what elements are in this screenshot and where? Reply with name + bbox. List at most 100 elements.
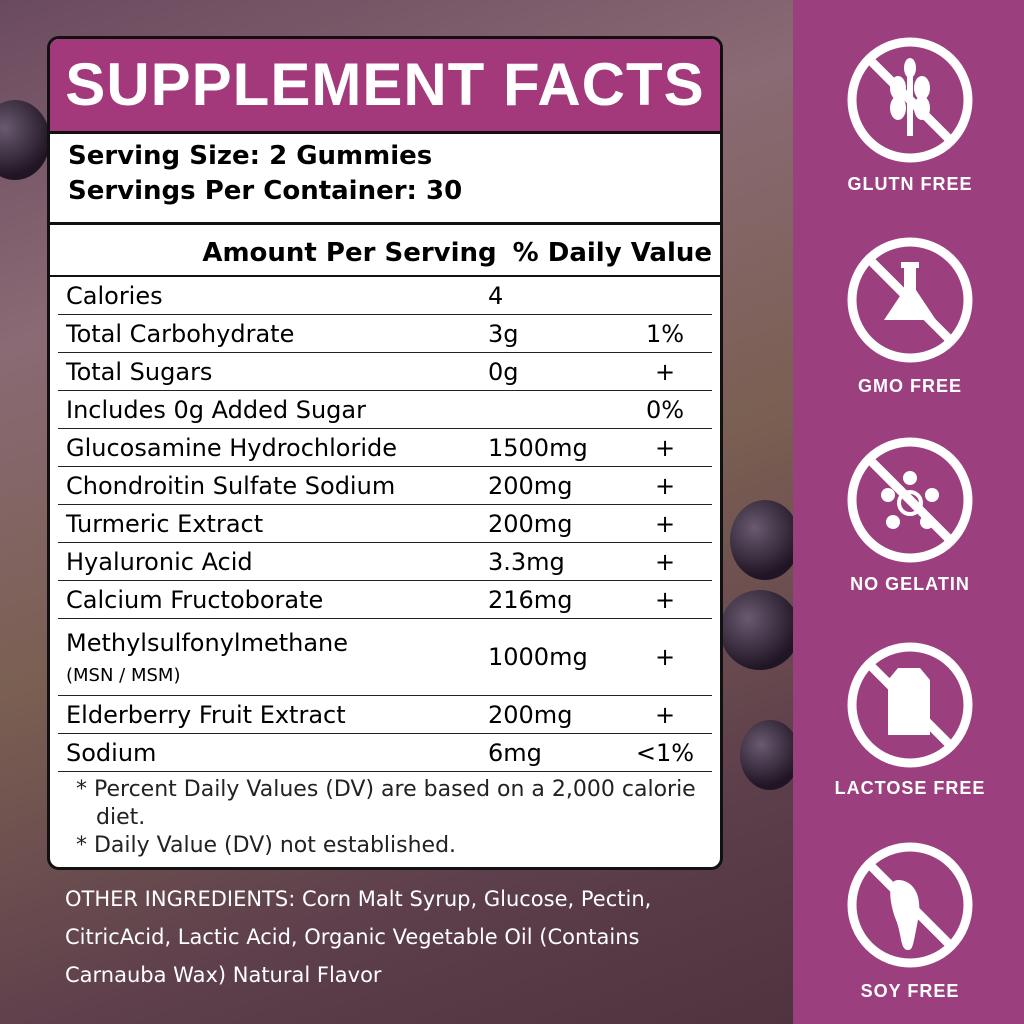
dv-cell: + xyxy=(618,510,712,538)
nutrient-name: Turmeric Extract xyxy=(66,509,264,538)
amount-cell: 6mg xyxy=(488,739,618,767)
amount: 216mg xyxy=(488,585,573,614)
nutrient-name: Calcium Fructoborate xyxy=(66,585,324,614)
supplement-label: SUPPLEMENT FACTS Serving Size: 2 Gummies… xyxy=(47,36,723,870)
serving-size: Serving Size: 2 Gummies xyxy=(68,141,433,171)
nutrient-name-cell: Methylsulfonylmethane (MSN / MSM) xyxy=(58,629,488,686)
nutrient-row: Total Sugars 0g + xyxy=(58,353,712,391)
nutrient-name: Chondroitin Sulfate Sodium xyxy=(66,471,396,500)
dv-cell: + xyxy=(618,358,712,386)
nutrient-row: Glucosamine Hydrochloride 1500mg + xyxy=(58,429,712,467)
nutrient-name-cell: Hyaluronic Acid xyxy=(58,548,488,576)
dv-cell: + xyxy=(618,434,712,462)
nutrient-row: Calcium Fructoborate 216mg + xyxy=(58,581,712,619)
amount: 1000mg xyxy=(488,643,588,671)
amount-cell: 4 xyxy=(488,282,618,310)
daily-value: + xyxy=(654,509,676,538)
nutrient-row: Includes 0g Added Sugar 0% xyxy=(58,391,712,429)
badges: GLUTN FREE GMO FREE NO GELATIN LACTOSE FREE… xyxy=(835,37,986,1001)
amount: 200mg xyxy=(488,471,573,500)
amount-cell: 1500mg xyxy=(488,434,618,462)
amount-cell: 200mg xyxy=(488,472,618,500)
nutrient-row: Hyaluronic Acid 3.3mg + xyxy=(58,543,712,581)
daily-value: + xyxy=(654,433,676,462)
amount-cell: 200mg xyxy=(488,510,618,538)
dv-cell: 0% xyxy=(618,396,712,424)
nutrient-name-cell: Turmeric Extract xyxy=(58,510,488,538)
footnotes: * Percent Daily Values (DV) are based on… xyxy=(50,772,720,860)
other-ingredients: OTHER INGREDIENTS: Corn Malt Syrup, Gluc… xyxy=(65,887,652,987)
berry xyxy=(730,500,800,580)
amount-cell: 216mg xyxy=(488,586,618,614)
nutrient-name-cell: Elderberry Fruit Extract xyxy=(58,701,488,729)
badge-panel: GLUTN FREE GMO FREE NO GELATIN LACTOSE FREE… xyxy=(793,0,1024,1024)
amount-cell: 3g xyxy=(488,320,618,348)
nutrient-name: Total Sugars xyxy=(66,357,213,386)
daily-value: 1% xyxy=(645,319,685,348)
nutrient-row: Chondroitin Sulfate Sodium 200mg + xyxy=(58,467,712,505)
header-dv: % Daily Value xyxy=(512,238,712,268)
amount: 6mg xyxy=(488,738,542,767)
daily-value: <1% xyxy=(635,738,695,767)
nutrient-name: Elderberry Fruit Extract xyxy=(66,700,346,729)
badge-labels: GLUTN FREE GMO FREE NO GELATIN LACTOSE FREE… xyxy=(835,174,986,1001)
dv-cell: + xyxy=(618,548,712,576)
footnote: * Daily Value (DV) not established. xyxy=(76,833,457,858)
nutrient-name-cell: Calcium Fructoborate xyxy=(58,586,488,614)
nutrient-name: Calories xyxy=(66,281,163,310)
nutrient-name: Methylsulfonylmethane xyxy=(66,628,349,657)
daily-value: + xyxy=(654,471,676,500)
amount-cell: 0g xyxy=(488,358,618,386)
nutrient-row: Elderberry Fruit Extract 200mg + xyxy=(58,696,712,734)
nutrient-name-cell: Calories xyxy=(58,282,488,310)
table-header: Amount Per Serving % Daily Value xyxy=(50,225,720,277)
label-title: SUPPLEMENT FACTS xyxy=(50,39,720,134)
berry xyxy=(720,590,800,670)
amount-cell: 1000mg xyxy=(488,643,618,671)
nutrient-name: Sodium xyxy=(66,738,157,767)
serving-info: Serving Size: 2 Gummies Servings Per Con… xyxy=(50,134,720,225)
nutrient-table: Calories 4 Total Carbohydrate 3g 1% Total Sug… xyxy=(58,277,712,772)
nutrient-name-cell: Chondroitin Sulfate Sodium xyxy=(58,472,488,500)
servings-per-container: Servings Per Container: 30 xyxy=(68,176,463,206)
dv-cell: + xyxy=(618,701,712,729)
badge-label: GLUTN FREE xyxy=(848,174,973,194)
dv-cell: 1% xyxy=(618,320,712,348)
amount: 1500mg xyxy=(488,433,588,462)
dv-cell: + xyxy=(618,472,712,500)
nutrient-name: Glucosamine Hydrochloride xyxy=(66,433,398,462)
badge-label: NO GELATIN xyxy=(850,574,970,594)
header-amount: Amount Per Serving xyxy=(202,238,497,268)
badge-label: LACTOSE FREE xyxy=(835,778,986,798)
nutrient-row: Calories 4 xyxy=(58,277,712,315)
daily-value: + xyxy=(654,700,676,729)
amount: 200mg xyxy=(488,700,573,729)
daily-value: + xyxy=(654,547,676,576)
nutrient-name: Includes 0g Added Sugar xyxy=(66,395,366,424)
icon-shapes xyxy=(881,58,939,950)
dv-cell: <1% xyxy=(618,739,712,767)
nutrient-name: Total Carbohydrate xyxy=(66,319,295,348)
amount-cell: 3.3mg xyxy=(488,548,618,576)
nutrient-name-cell: Glucosamine Hydrochloride xyxy=(58,434,488,462)
amount: 0g xyxy=(488,357,519,386)
amount: 3.3mg xyxy=(488,547,565,576)
daily-value: 0% xyxy=(645,395,685,424)
nutrient-name-cell: Sodium xyxy=(58,739,488,767)
nutrient-name-cell: Total Sugars xyxy=(58,358,488,386)
nutrient-name-cell: Total Carbohydrate xyxy=(58,320,488,348)
nutrient-name-cell: Includes 0g Added Sugar xyxy=(58,396,488,424)
dv-cell: + xyxy=(618,643,712,671)
amount: 200mg xyxy=(488,509,573,538)
berry xyxy=(740,720,800,790)
amount: 4 xyxy=(488,281,504,310)
nutrient-name: Hyaluronic Acid xyxy=(66,547,253,576)
nutrient-row: Sodium 6mg <1% xyxy=(58,734,712,772)
amount-cell: 200mg xyxy=(488,701,618,729)
badge-label: SOY FREE xyxy=(861,981,960,1001)
daily-value: + xyxy=(654,585,676,614)
nutrient-row: Methylsulfonylmethane (MSN / MSM) 1000mg + xyxy=(58,619,712,696)
berry xyxy=(0,100,50,180)
